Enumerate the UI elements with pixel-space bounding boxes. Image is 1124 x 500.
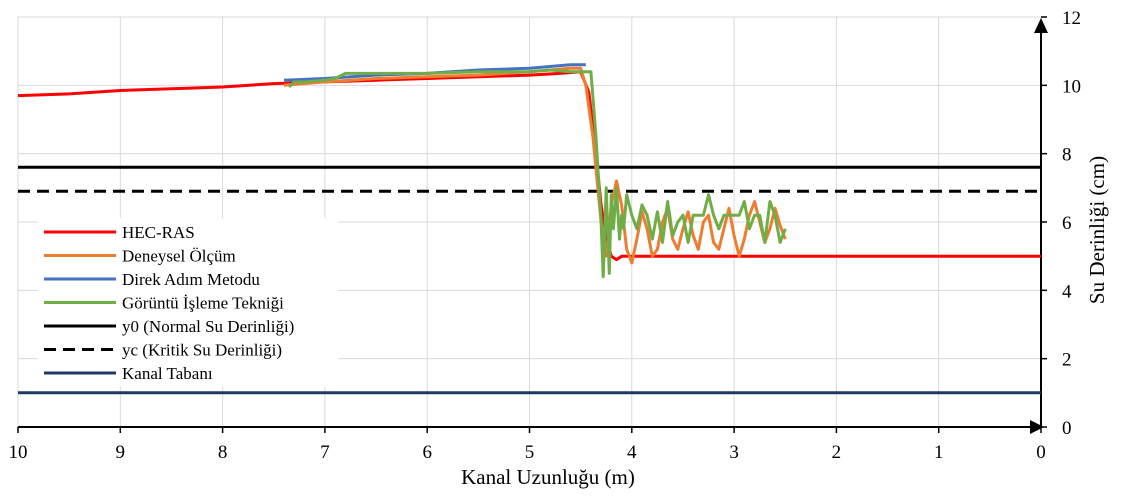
y-tick-label: 0 xyxy=(1062,418,1072,439)
y-ticks: 0 2 4 6 8 10 12 xyxy=(1041,8,1081,439)
x-tick-label: 0 xyxy=(1036,442,1046,463)
legend-label: y0 (Normal Su Derinliği) xyxy=(122,317,294,336)
y-tick-label: 10 xyxy=(1062,76,1081,97)
x-axis-arrow-icon xyxy=(1030,420,1044,434)
x-tick-label: 4 xyxy=(627,442,637,463)
legend-label: Direk Adım Metodu xyxy=(122,270,260,289)
y-tick-label: 2 xyxy=(1062,350,1072,371)
legend-label: yc (Kritik Su Derinliği) xyxy=(122,341,282,360)
series-group xyxy=(17,63,1041,395)
x-tick-label: 2 xyxy=(832,442,842,463)
x-tick-label: 5 xyxy=(525,442,535,463)
series-line-2 xyxy=(283,66,787,265)
x-tick-label: 3 xyxy=(729,442,739,463)
y-tick-label: 8 xyxy=(1062,145,1072,166)
x-tick-label: 9 xyxy=(116,442,126,463)
x-ticks: 10 9 8 7 6 5 4 3 2 1 0 xyxy=(9,427,1046,463)
legend-label: Deneysel Ölçüm xyxy=(122,247,236,266)
legend-label: HEC-RAS xyxy=(122,223,195,242)
x-tick-label: 6 xyxy=(422,442,432,463)
x-tick-label: 10 xyxy=(9,442,28,463)
legend-label: Kanal Tabanı xyxy=(122,364,213,383)
y-axis-arrow-icon xyxy=(1034,18,1048,33)
axes xyxy=(18,18,1048,434)
y-tick-label: 12 xyxy=(1062,8,1081,29)
legend-label: Görüntü İşleme Tekniği xyxy=(122,294,284,313)
x-tick-label: 1 xyxy=(934,442,944,463)
series-line-4 xyxy=(288,68,787,279)
y-tick-label: 4 xyxy=(1062,281,1072,302)
y-tick-label: 6 xyxy=(1062,213,1072,234)
x-tick-label: 8 xyxy=(218,442,228,463)
y-axis-label: Su Derinliği (cm) xyxy=(1085,156,1109,304)
x-axis-label: Kanal Uzunluğu (m) xyxy=(461,465,635,489)
legend: HEC-RAS Deneysel Ölçüm Direk Adım Metodu Gö… xyxy=(38,218,338,387)
x-tick-label: 7 xyxy=(320,442,330,463)
